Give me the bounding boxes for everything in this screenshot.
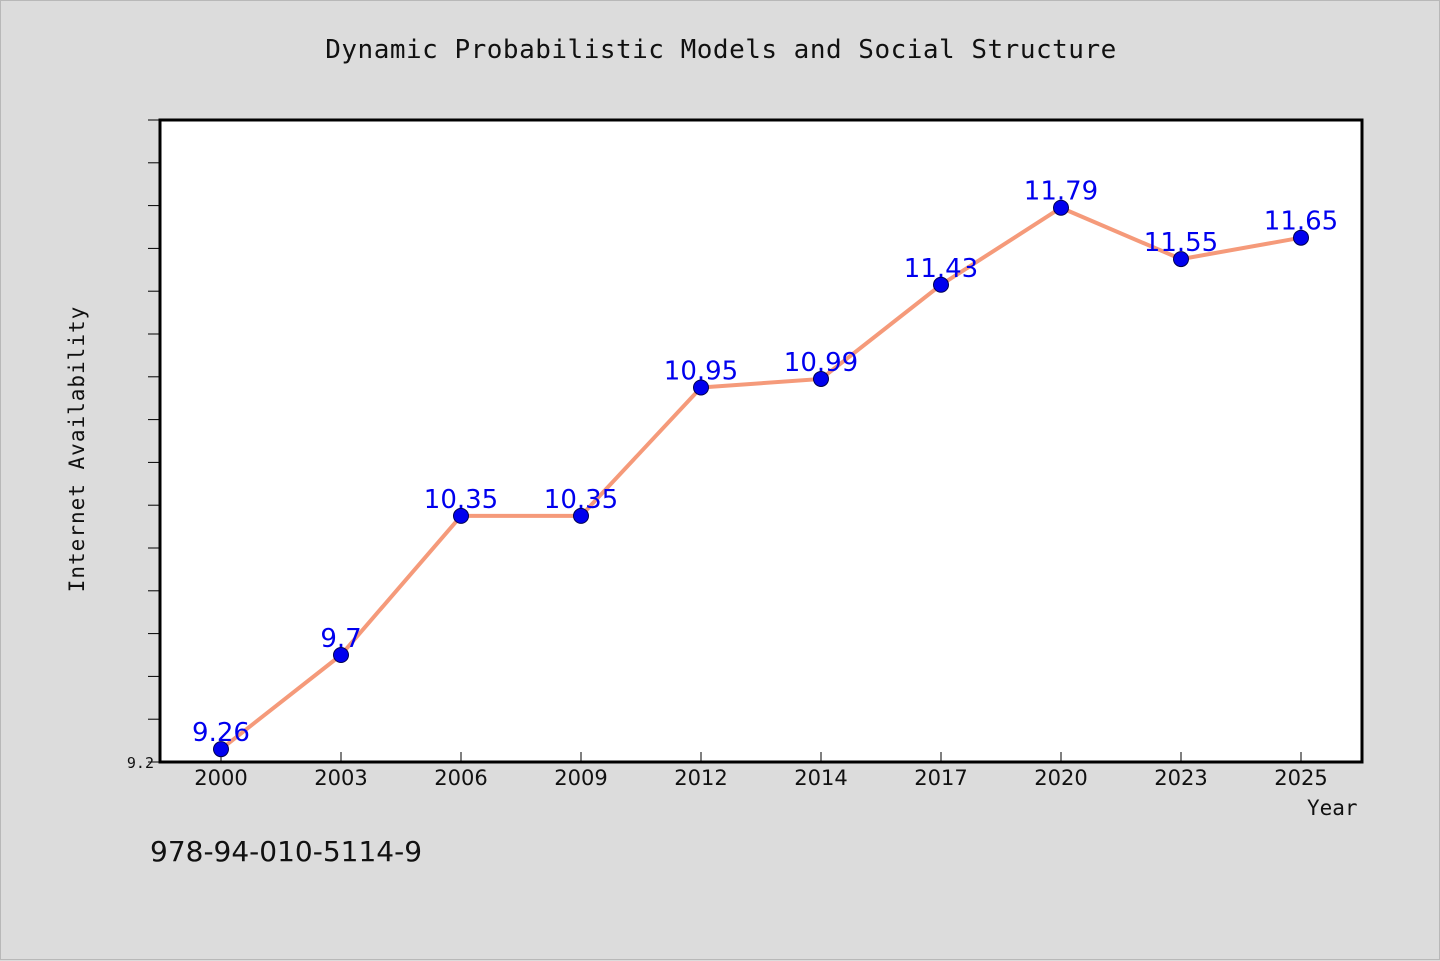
data-value-label: 9.7: [320, 624, 361, 654]
data-value-label: 10.35: [544, 485, 618, 515]
x-tick-label: 2017: [914, 766, 967, 790]
data-value-label: 10.95: [664, 357, 738, 387]
x-axis-label: Year: [1307, 796, 1358, 820]
data-value-label: 10.99: [784, 348, 858, 378]
data-point-marker: [1053, 199, 1069, 216]
data-value-label: 10.35: [424, 485, 498, 515]
chart-title: Dynamic Probabilistic Models and Social …: [325, 35, 1117, 65]
data-point-marker: [813, 370, 829, 387]
isbn-text: 978-94-010-5114-9: [150, 835, 423, 868]
data-point-marker: [1173, 251, 1189, 268]
plot-area: [158, 118, 1364, 764]
data-point-marker: [573, 507, 589, 524]
data-point-marker: [453, 507, 469, 524]
x-tick-label: 2006: [434, 766, 487, 790]
x-tick-label: 2023: [1154, 766, 1207, 790]
x-tick-label: 2009: [554, 766, 607, 790]
x-tick-label: 2020: [1034, 766, 1087, 790]
x-tick-label: 2003: [314, 766, 367, 790]
data-point-marker: [1293, 229, 1309, 246]
data-value-label: 9.26: [192, 718, 250, 748]
data-markers: [213, 199, 1309, 758]
x-axis-ticks: 2000 2003 2006 2009 2012 2014 2017 2020 2023 2025: [194, 752, 1328, 790]
data-point-marker: [933, 276, 949, 293]
data-value-label: 11.79: [1024, 177, 1098, 207]
data-point-marker: [693, 379, 709, 396]
y-axis-ticks: 9.2: [127, 119, 160, 772]
data-value-label: 11.65: [1264, 207, 1338, 237]
data-value-label: 11.43: [904, 254, 978, 284]
series-line: [219, 205, 1302, 751]
y-tick-label: 9.2: [127, 754, 154, 772]
data-point-marker: [213, 741, 229, 758]
x-tick-label: 2012: [674, 766, 727, 790]
x-tick-label: 2025: [1274, 766, 1327, 790]
data-value-label: 11.55: [1144, 228, 1218, 258]
data-labels: 9.26 9.7 10.35 10.35 10.95 10.99 11.43 11.79 11.…: [192, 177, 1338, 748]
x-tick-label: 2000: [194, 766, 247, 790]
data-point-marker: [333, 647, 349, 663]
x-tick-label: 2014: [794, 766, 847, 790]
